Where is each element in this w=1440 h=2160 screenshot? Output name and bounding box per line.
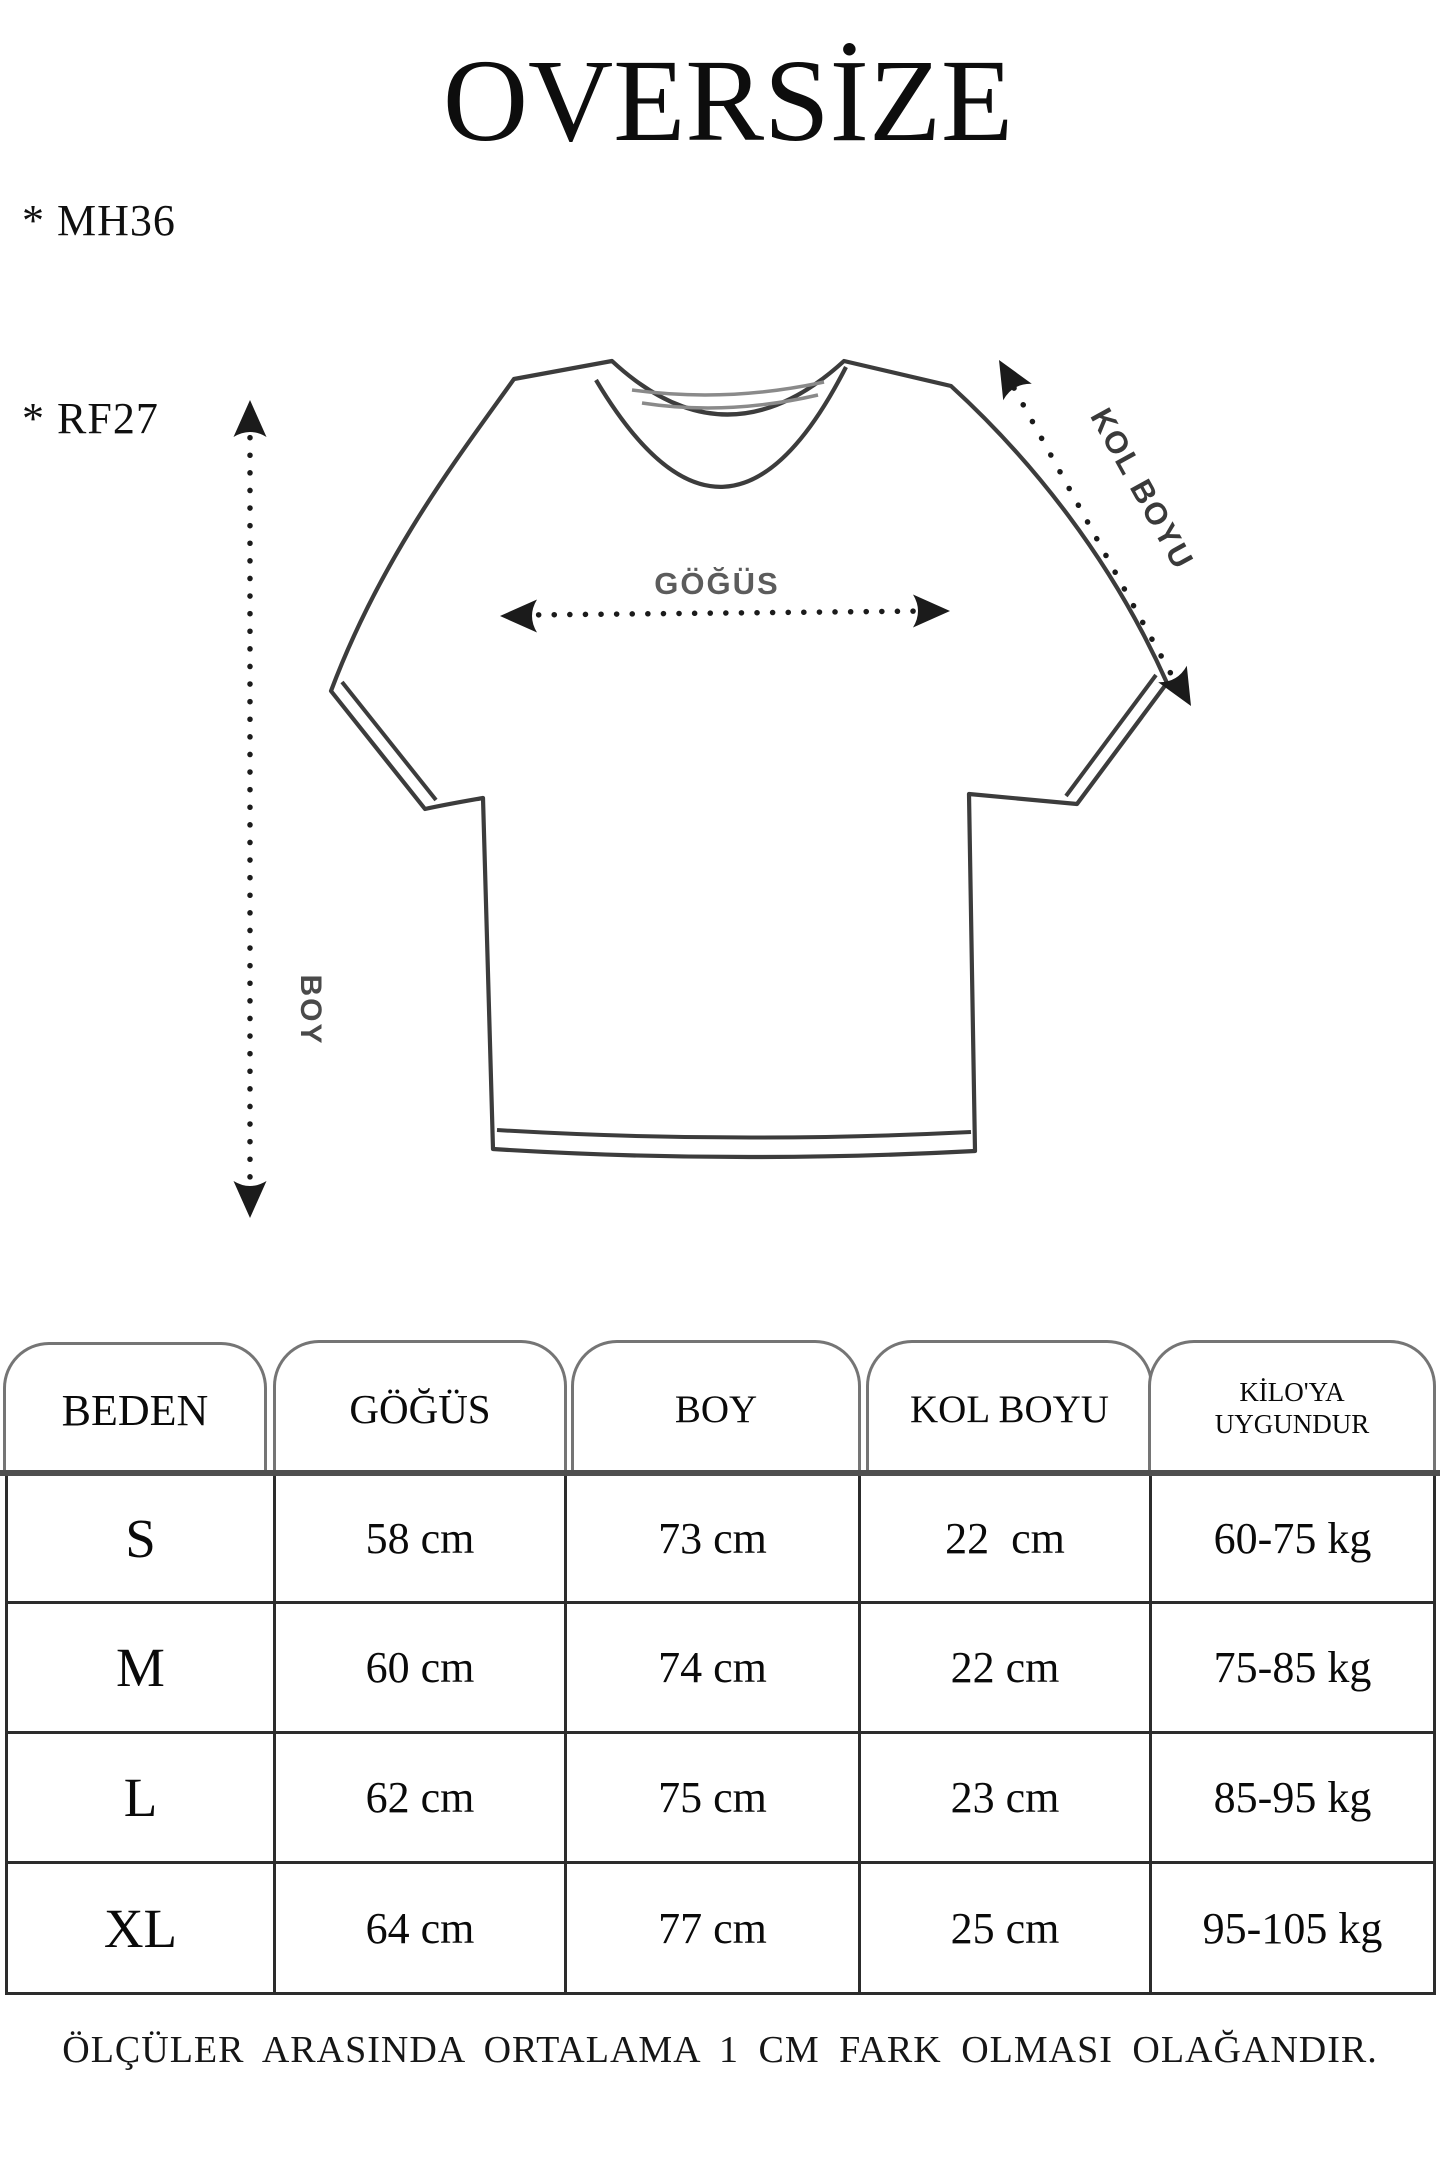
cell-sleeve-xl: 25 cm (861, 1864, 1152, 1995)
sleeve-dotted-line (1011, 385, 1179, 686)
header-label-kilo-line1: KİLO'YA (1239, 1377, 1345, 1408)
sleeve-label: KOL BOYU (1083, 402, 1200, 576)
cell-chest-xl: 64 cm (276, 1864, 567, 1995)
cell-length-xl: 77 cm (567, 1864, 861, 1995)
cell-size-s: S (8, 1476, 276, 1604)
product-codes: * MH36 * RF27 (22, 56, 176, 584)
sleeve-arrowhead-top (984, 351, 1032, 401)
chest-dotted-line (520, 608, 931, 618)
length-label: BOY (294, 974, 327, 1045)
cell-size-l: L (8, 1734, 276, 1864)
hem-inner-line (496, 1128, 972, 1140)
collar-ribbing-line-1 (631, 380, 825, 397)
right-cuff-inner-line (1064, 673, 1158, 798)
chest-arrow: GÖĞÜS (500, 566, 950, 633)
table-header-separator (0, 1470, 1440, 1476)
header-cell-boy: BOY (571, 1340, 861, 1475)
product-code-1: * MH36 (22, 196, 176, 245)
header-cell-kilo: KİLO'YA UYGUNDUR (1148, 1340, 1436, 1475)
collar-outer-curve (594, 366, 848, 489)
cell-length-m: 74 cm (567, 1604, 861, 1734)
header-cell-gogus: GÖĞÜS (273, 1340, 567, 1475)
tshirt-measurement-diagram: GÖĞÜS BOY KOL BOYU (233, 351, 1206, 1218)
size-table: S 58 cm 73 cm 22 cm 60-75 kg M 60 cm 74 … (5, 1476, 1436, 1995)
cell-weight-s: 60-75 kg (1152, 1476, 1436, 1604)
footer-note: ÖLÇÜLER ARASINDA ORTALAMA 1 CM FARK OLMA… (62, 2029, 1378, 2071)
header-label-beden: BEDEN (61, 1385, 209, 1435)
length-arrowhead-top (233, 400, 267, 437)
cell-length-s: 73 cm (567, 1476, 861, 1604)
page-title: OVERSİZE (442, 35, 1014, 166)
sleeve-arrowhead-bottom (1158, 665, 1206, 715)
product-code-2: * RF27 (22, 394, 159, 443)
cell-chest-l: 62 cm (276, 1734, 567, 1864)
chest-label: GÖĞÜS (654, 566, 779, 601)
cell-sleeve-m: 22 cm (861, 1604, 1152, 1734)
cell-chest-s: 58 cm (276, 1476, 567, 1604)
cell-sleeve-s: 22 cm (861, 1476, 1152, 1604)
header-label-kilo-line2: UYGUNDUR (1214, 1409, 1370, 1439)
header-label-boy: BOY (674, 1387, 758, 1431)
header-label-gogus: GÖĞÜS (349, 1386, 491, 1432)
cell-size-xl: XL (8, 1864, 276, 1995)
header-cell-beden: BEDEN (3, 1342, 267, 1475)
cell-size-m: M (8, 1604, 276, 1734)
tshirt-body-outline (328, 358, 1170, 1160)
left-cuff-inner-line (340, 680, 438, 802)
tshirt-drawing (328, 358, 1170, 1160)
cell-length-l: 75 cm (567, 1734, 861, 1864)
cell-sleeve-l: 23 cm (861, 1734, 1152, 1864)
length-arrowhead-bottom (233, 1181, 267, 1218)
cell-chest-m: 60 cm (276, 1604, 567, 1734)
cell-weight-m: 75-85 kg (1152, 1604, 1436, 1734)
collar-ribbing-line-2 (641, 393, 819, 410)
cell-weight-xl: 95-105 kg (1152, 1864, 1436, 1995)
cell-weight-l: 85-95 kg (1152, 1734, 1436, 1864)
header-label-kol-boyu: KOL BOYU (910, 1387, 1109, 1431)
header-cell-kol-boyu: KOL BOYU (866, 1340, 1153, 1475)
length-arrow: BOY (233, 400, 327, 1218)
